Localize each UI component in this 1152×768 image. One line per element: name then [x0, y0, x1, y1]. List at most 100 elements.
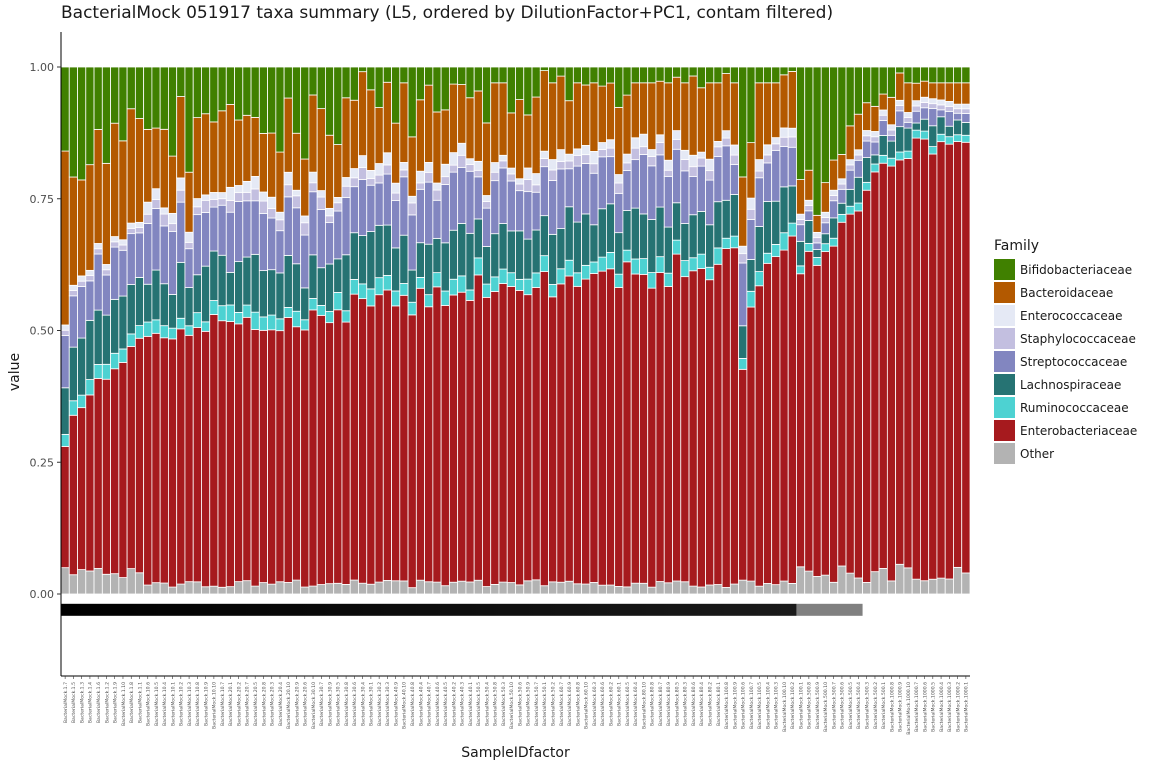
bar-segment	[465, 164, 475, 172]
bar-segment	[391, 200, 401, 249]
x-tick-label: BacterialMock.1.8	[129, 682, 135, 723]
bar-segment	[506, 180, 516, 232]
bar-segment	[234, 581, 244, 595]
bar-segment	[630, 582, 640, 595]
bar-segment	[225, 321, 235, 588]
bar-segment	[911, 100, 921, 107]
chart-title: BacterialMock 051917 taxa summary (L5, o…	[61, 3, 834, 23]
x-tick-label: BacterialMock.10.5	[154, 682, 160, 726]
bar-segment	[448, 294, 459, 583]
bar-segment	[837, 66, 847, 155]
bar-segment	[374, 174, 384, 184]
bar-segment	[176, 261, 186, 319]
bar-column	[672, 66, 682, 595]
bar-segment	[548, 82, 558, 160]
bar-segment	[903, 127, 913, 152]
bar-column	[589, 66, 599, 595]
bar-segment	[663, 66, 673, 84]
bar-segment	[572, 165, 583, 223]
bar-segment	[168, 327, 178, 340]
bar-segment	[953, 82, 963, 105]
bar-segment	[886, 134, 897, 142]
bar-segment	[250, 253, 260, 313]
bar-segment	[614, 66, 624, 108]
x-tick-label: BacterialMock.40.7	[427, 682, 433, 726]
bar-segment	[184, 66, 194, 173]
x-tick-label: BacterialMock.20.2	[236, 682, 242, 726]
bar-segment	[374, 277, 384, 296]
bar-segment	[655, 134, 665, 143]
bar-segment	[506, 66, 516, 114]
bar-segment	[300, 234, 310, 289]
bar-segment	[804, 66, 814, 171]
bar-segment	[886, 124, 897, 131]
bar-segment	[126, 222, 136, 229]
bar-segment	[374, 224, 384, 279]
bar-segment	[647, 219, 657, 273]
bar-segment	[845, 169, 855, 190]
bar-segment	[498, 154, 508, 162]
bar-segment	[473, 169, 483, 178]
bar-segment	[325, 583, 335, 595]
bar-segment	[275, 581, 285, 595]
bar-segment	[250, 585, 260, 595]
bar-segment	[151, 127, 161, 190]
legend-item: Bifidobacteriaceae	[994, 258, 1137, 281]
bar-segment	[234, 185, 244, 194]
bar-segment	[862, 66, 872, 104]
bar-segment	[763, 144, 773, 156]
bar-segment	[680, 260, 690, 278]
bar-segment	[787, 582, 797, 595]
bar-segment	[944, 110, 954, 127]
bar-segment	[895, 151, 905, 161]
bar-segment	[639, 213, 649, 260]
bar-segment	[647, 272, 657, 289]
bar-segment	[688, 257, 698, 272]
bar-column	[85, 66, 95, 595]
bar-segment	[415, 276, 425, 289]
bar-segment	[539, 585, 549, 595]
bar-segment	[928, 82, 938, 100]
bar-segment	[606, 584, 616, 595]
bar-segment	[341, 97, 351, 178]
bar-segment	[391, 580, 401, 595]
bar-column	[217, 66, 227, 595]
bar-segment	[316, 108, 326, 191]
bar-segment	[655, 154, 665, 208]
bar-segment	[953, 134, 963, 142]
bar-segment	[85, 319, 95, 380]
bar-segment	[498, 167, 508, 224]
bar-segment	[366, 305, 376, 585]
x-tick-label: BacterialMock.60.5	[625, 682, 631, 726]
bar-segment	[961, 141, 971, 574]
bar-segment	[283, 582, 293, 595]
bar-segment	[713, 82, 723, 142]
bar-segment	[134, 277, 145, 326]
bar-segment	[465, 232, 475, 291]
bar-segment	[374, 182, 384, 226]
bar-segment	[911, 122, 921, 131]
bar-segment	[465, 158, 475, 166]
bar-segment	[911, 578, 921, 595]
bar-segment	[655, 256, 665, 273]
bar-segment	[126, 284, 136, 335]
x-tick-label: BacterialMock.500.2	[873, 682, 879, 729]
bar-column	[234, 66, 244, 595]
bar-segment	[382, 289, 392, 581]
bar-segment	[448, 152, 459, 166]
bar-segment	[308, 182, 318, 193]
bar-segment	[754, 159, 764, 172]
legend-label: Staphylococcaceae	[1020, 331, 1136, 346]
bar-segment	[448, 164, 459, 173]
bar-segment	[531, 287, 541, 581]
x-tick-label: BacterialMock.10.2	[179, 682, 185, 726]
bar-segment	[878, 93, 888, 111]
x-tick-label: BacterialMock.1.7	[63, 682, 69, 723]
bar-segment	[424, 581, 434, 595]
bar-segment	[548, 169, 558, 181]
bar-segment	[366, 170, 376, 179]
bar-column	[829, 66, 839, 595]
bar-segment	[886, 140, 897, 159]
bar-segment	[961, 66, 971, 84]
bar-segment	[738, 325, 748, 359]
